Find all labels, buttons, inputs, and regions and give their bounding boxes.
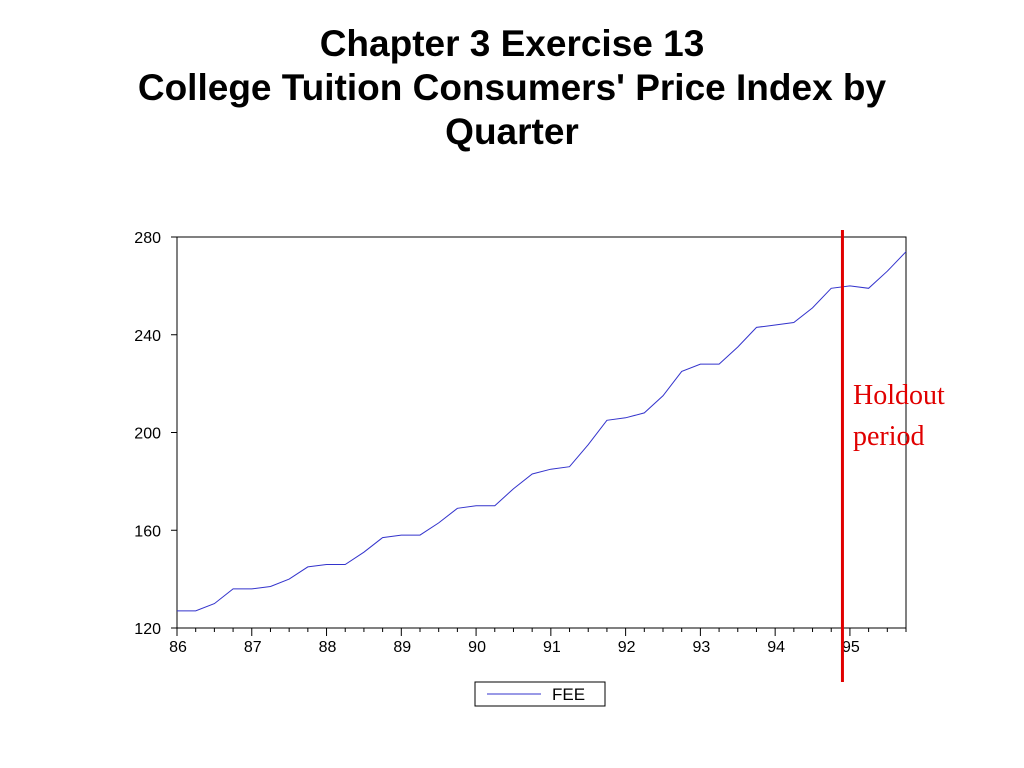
data-point [456, 507, 459, 510]
x-tick-label-87: 87 [244, 639, 262, 656]
x-tick-label-93: 93 [692, 639, 710, 656]
x-tick-label-94: 94 [767, 639, 785, 656]
x-tick-label-89: 89 [393, 639, 411, 656]
data-point [905, 250, 908, 253]
data-point [400, 534, 403, 537]
y-tick-label-240: 240 [134, 328, 161, 345]
x-tick-label-92: 92 [618, 639, 636, 656]
title-line-1: Chapter 3 Exercise 13 [319, 23, 705, 64]
data-point [475, 504, 478, 507]
data-point [867, 287, 870, 290]
x-tick-label-88: 88 [319, 639, 337, 656]
data-point [718, 363, 721, 366]
data-point [680, 370, 683, 373]
plot-frame [176, 236, 907, 629]
data-point [437, 521, 440, 524]
data-point [419, 534, 422, 537]
title-line-3: Quarter [445, 111, 579, 152]
x-tick-label-91: 91 [543, 639, 561, 656]
data-point [194, 609, 197, 612]
y-tick-label-120: 120 [134, 621, 161, 638]
data-point [549, 468, 552, 471]
data-point [811, 306, 814, 309]
data-point [848, 284, 851, 287]
data-point [662, 394, 665, 397]
x-tick-label-86: 86 [169, 639, 187, 656]
data-point [755, 326, 758, 329]
data-point [176, 609, 179, 612]
x-tick-label-90: 90 [468, 639, 486, 656]
title-line-2: College Tuition Consumers' Price Index b… [137, 67, 887, 108]
data-point [288, 578, 291, 581]
data-point [792, 321, 795, 324]
y-tick-label-160: 160 [134, 523, 161, 540]
data-point [886, 270, 889, 273]
data-point [493, 504, 496, 507]
holdout-label-line-1: Holdout [853, 380, 945, 411]
legend-label-fee: FEE [552, 685, 585, 704]
series-line-fee [177, 251, 907, 612]
data-point [587, 443, 590, 446]
data-point [774, 323, 777, 326]
data-point [605, 419, 608, 422]
y-tick-label-280: 280 [134, 230, 161, 247]
data-point [269, 585, 272, 588]
slide-title: Chapter 3 Exercise 13 College Tuition Co… [0, 22, 1024, 154]
data-point [568, 465, 571, 468]
data-point [643, 411, 646, 414]
data-point [232, 587, 235, 590]
x-tick-label-95: 95 [842, 639, 860, 656]
data-point [512, 487, 515, 490]
legend: FEE [474, 681, 606, 707]
data-point [250, 587, 253, 590]
data-point [381, 536, 384, 539]
data-point [531, 473, 534, 476]
data-point [325, 563, 328, 566]
data-point [362, 551, 365, 554]
data-point [624, 416, 627, 419]
data-point [306, 565, 309, 568]
x-axis: 86 87 88 89 90 91 92 93 94 95 [169, 628, 907, 656]
y-tick-label-200: 200 [134, 426, 161, 443]
series-layer [176, 250, 908, 612]
data-point [213, 602, 216, 605]
y-axis: 120 160 200 240 280 [134, 230, 177, 638]
data-point [699, 363, 702, 366]
data-point [830, 287, 833, 290]
holdout-label-line-2: period [853, 421, 925, 452]
data-point [344, 563, 347, 566]
data-point [736, 345, 739, 348]
